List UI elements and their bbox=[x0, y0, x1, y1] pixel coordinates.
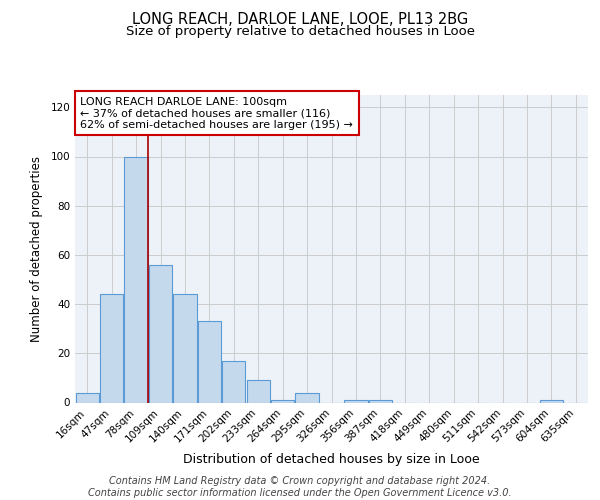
Bar bbox=[198, 322, 221, 402]
Bar bbox=[173, 294, 197, 403]
Bar bbox=[124, 156, 148, 402]
Y-axis label: Number of detached properties: Number of detached properties bbox=[31, 156, 43, 342]
Bar bbox=[222, 360, 245, 403]
Bar bbox=[100, 294, 123, 403]
Bar bbox=[271, 400, 294, 402]
Bar bbox=[149, 264, 172, 402]
X-axis label: Distribution of detached houses by size in Looe: Distribution of detached houses by size … bbox=[183, 452, 480, 466]
Text: Contains HM Land Registry data © Crown copyright and database right 2024.
Contai: Contains HM Land Registry data © Crown c… bbox=[88, 476, 512, 498]
Bar bbox=[247, 380, 270, 402]
Bar bbox=[344, 400, 368, 402]
Bar bbox=[76, 392, 99, 402]
Bar bbox=[540, 400, 563, 402]
Text: Size of property relative to detached houses in Looe: Size of property relative to detached ho… bbox=[125, 25, 475, 38]
Text: LONG REACH, DARLOE LANE, LOOE, PL13 2BG: LONG REACH, DARLOE LANE, LOOE, PL13 2BG bbox=[132, 12, 468, 28]
Bar bbox=[295, 392, 319, 402]
Text: LONG REACH DARLOE LANE: 100sqm
← 37% of detached houses are smaller (116)
62% of: LONG REACH DARLOE LANE: 100sqm ← 37% of … bbox=[80, 96, 353, 130]
Bar bbox=[369, 400, 392, 402]
